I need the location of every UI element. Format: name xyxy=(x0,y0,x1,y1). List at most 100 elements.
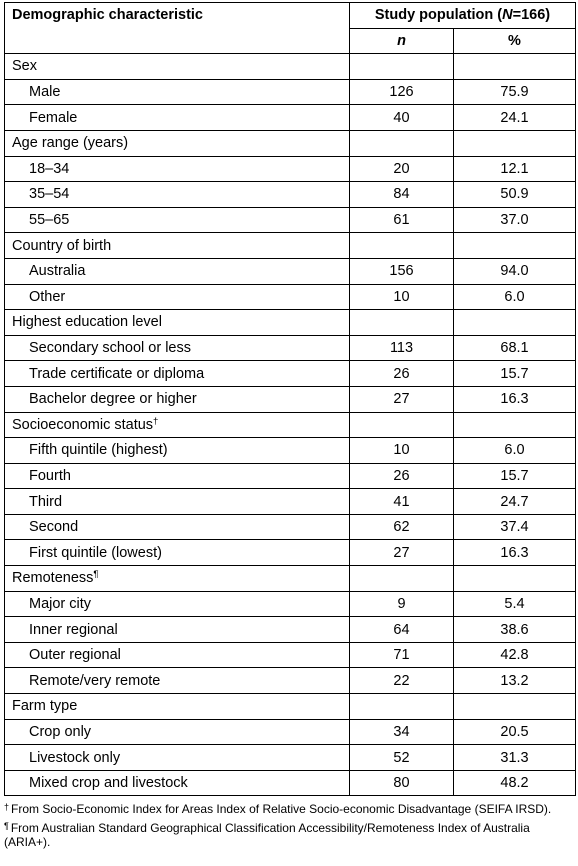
row-label: 55–65 xyxy=(4,206,350,234)
group-label: Remoteness xyxy=(12,570,94,587)
empty-cell xyxy=(349,411,454,439)
row-n: 156 xyxy=(349,257,454,285)
table-row: Other 10 6.0 xyxy=(4,283,576,311)
empty-cell xyxy=(349,53,454,80)
row-pct: 15.7 xyxy=(453,462,576,490)
row-n: 34 xyxy=(349,718,454,746)
row-n: 9 xyxy=(349,590,454,618)
group-row: Highest education level xyxy=(4,309,576,336)
footnote-marker: † xyxy=(153,415,159,427)
row-n: 26 xyxy=(349,360,454,387)
table-row: Trade certificate or diploma 26 15.7 xyxy=(4,360,576,387)
group-label: Sex xyxy=(12,58,37,75)
table-row: Major city 9 5.4 xyxy=(4,590,576,618)
group-label: Farm type xyxy=(12,698,78,715)
row-pct: 13.2 xyxy=(453,667,576,695)
row-label: Female xyxy=(4,104,350,131)
row-pct: 5.4 xyxy=(453,590,576,618)
row-label: Inner regional xyxy=(4,616,350,643)
group-row: Remoteness¶ xyxy=(4,565,576,592)
row-pct: 31.3 xyxy=(453,744,576,771)
empty-cell xyxy=(349,232,454,259)
table-row: Secondary school or less 113 68.1 xyxy=(4,334,576,362)
group-row: Age range (years) xyxy=(4,129,576,157)
footnote-text: From Australian Standard Geographical Cl… xyxy=(4,820,530,850)
row-pct: 12.1 xyxy=(453,155,576,183)
row-n: 26 xyxy=(349,462,454,490)
row-n: 22 xyxy=(349,667,454,695)
table-row: 55–65 61 37.0 xyxy=(4,206,576,234)
group-label: Socioeconomic status xyxy=(12,416,154,433)
row-label: Bachelor degree or higher xyxy=(4,385,350,413)
table-row: Australia 156 94.0 xyxy=(4,257,576,285)
row-label: First quintile (lowest) xyxy=(4,539,350,567)
demographics-table-container: Demographic characteristic Study populat… xyxy=(4,1,576,852)
row-label: Major city xyxy=(4,590,350,618)
table-row: Mixed crop and livestock 80 48.2 xyxy=(4,769,576,797)
table-row: Livestock only 52 31.3 xyxy=(4,744,576,771)
row-n: 27 xyxy=(349,539,454,567)
header-study-population: Study population (N=166) xyxy=(349,2,576,29)
demographics-table: Demographic characteristic Study populat… xyxy=(4,1,576,797)
row-pct: 50.9 xyxy=(453,181,576,208)
group-label-cell: Sex xyxy=(4,53,350,80)
table-row: Crop only 34 20.5 xyxy=(4,718,576,746)
footnote-mark: † xyxy=(4,802,10,813)
table-row: Fifth quintile (highest) 10 6.0 xyxy=(4,437,576,464)
row-label: Second xyxy=(4,513,350,541)
table-row: Outer regional 71 42.8 xyxy=(4,641,576,669)
table-row: Bachelor degree or higher 27 16.3 xyxy=(4,385,576,413)
group-label-cell: Farm type xyxy=(4,693,350,720)
row-n: 113 xyxy=(349,334,454,362)
row-n: 61 xyxy=(349,206,454,234)
row-label: Crop only xyxy=(4,718,350,746)
row-n: 41 xyxy=(349,488,454,515)
empty-cell xyxy=(453,129,576,157)
empty-cell xyxy=(349,693,454,720)
row-pct: 48.2 xyxy=(453,769,576,797)
row-pct: 6.0 xyxy=(453,437,576,464)
footnotes: † From Socio-Economic Index for Areas Ind… xyxy=(4,800,575,850)
row-label: Fourth xyxy=(4,462,350,490)
empty-cell xyxy=(453,232,576,259)
row-pct: 15.7 xyxy=(453,360,576,387)
group-label-cell: Country of birth xyxy=(4,232,350,259)
row-n: 10 xyxy=(349,437,454,464)
group-label: Highest education level xyxy=(12,314,162,331)
row-n: 64 xyxy=(349,616,454,643)
row-label: Other xyxy=(4,283,350,311)
table-row: Second 62 37.4 xyxy=(4,513,576,541)
table-row: 18–34 20 12.1 xyxy=(4,155,576,183)
row-pct: 75.9 xyxy=(453,78,576,106)
row-pct: 24.7 xyxy=(453,488,576,515)
row-pct: 20.5 xyxy=(453,718,576,746)
group-label-cell: Age range (years) xyxy=(4,129,350,157)
empty-cell xyxy=(453,411,576,439)
footnote: † From Socio-Economic Index for Areas Ind… xyxy=(4,800,575,817)
footnote-marker: ¶ xyxy=(93,569,99,581)
row-pct: 38.6 xyxy=(453,616,576,643)
row-label: Remote/very remote xyxy=(4,667,350,695)
group-row: Socioeconomic status† xyxy=(4,411,576,439)
group-label-cell: Highest education level xyxy=(4,309,350,336)
group-label-cell: Socioeconomic status† xyxy=(4,411,350,439)
row-n: 80 xyxy=(349,769,454,797)
footnote-text: From Socio-Economic Index for Areas Inde… xyxy=(11,802,552,817)
table-row: Inner regional 64 38.6 xyxy=(4,616,576,643)
row-n: 84 xyxy=(349,181,454,208)
table-body: Sex Male 126 75.9 Female 40 24.1 Age range (yea… xyxy=(4,53,576,797)
empty-cell xyxy=(349,565,454,592)
group-row: Sex xyxy=(4,53,576,80)
row-pct: 94.0 xyxy=(453,257,576,285)
empty-cell xyxy=(349,309,454,336)
table-row: Remote/very remote 22 13.2 xyxy=(4,667,576,695)
row-pct: 37.0 xyxy=(453,206,576,234)
row-n: 71 xyxy=(349,641,454,669)
table-row: First quintile (lowest) 27 16.3 xyxy=(4,539,576,567)
table-row: Third 41 24.7 xyxy=(4,488,576,515)
group-label-cell: Remoteness¶ xyxy=(4,565,350,592)
empty-cell xyxy=(349,129,454,157)
row-pct: 16.3 xyxy=(453,539,576,567)
group-label: Country of birth xyxy=(12,237,112,254)
row-n: 20 xyxy=(349,155,454,183)
